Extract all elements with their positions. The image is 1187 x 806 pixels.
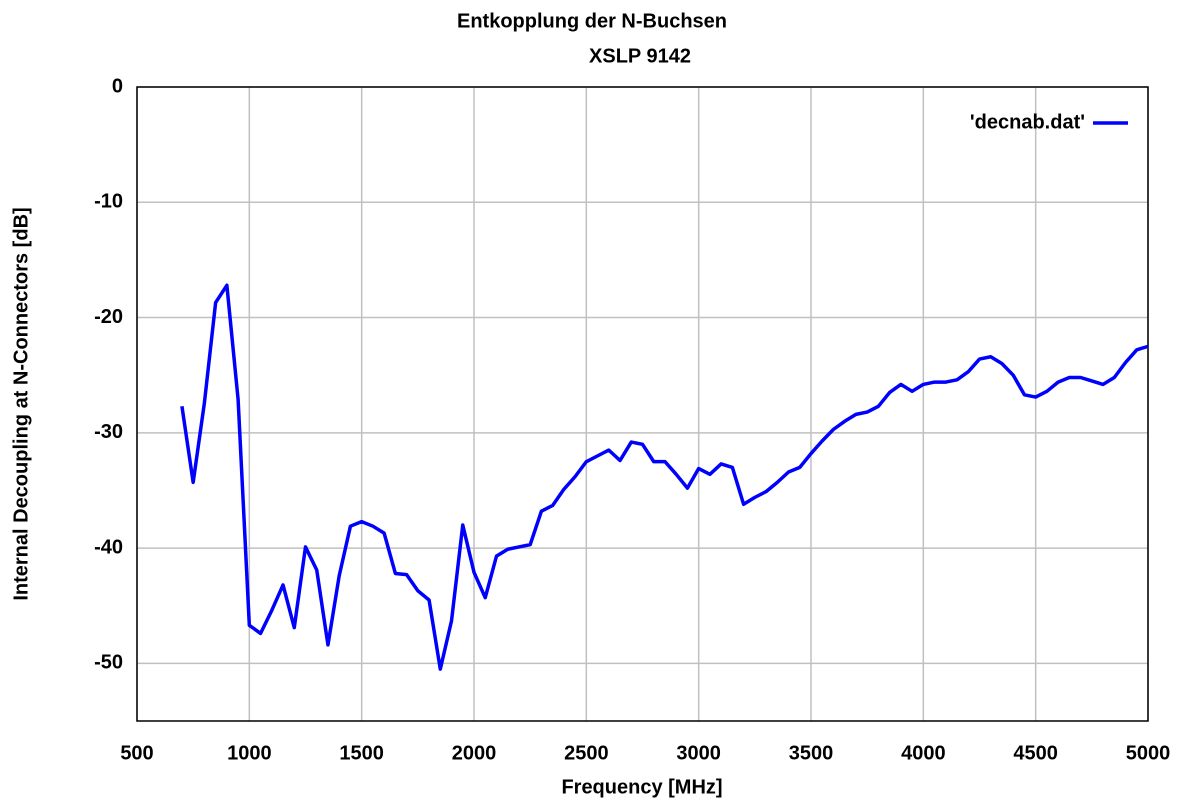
- x-tick-label: 2500: [564, 742, 609, 764]
- y-tick-label: -10: [94, 191, 123, 213]
- x-axis-label: Frequency [MHz]: [561, 776, 722, 798]
- y-tick-label: -50: [94, 652, 123, 674]
- x-tick-label: 4000: [901, 742, 946, 764]
- x-tick-label: 3000: [676, 742, 721, 764]
- chart-subtitle: XSLP 9142: [589, 45, 691, 67]
- y-tick-label: -40: [94, 536, 123, 558]
- x-tick-label: 4500: [1013, 742, 1058, 764]
- x-tick-label: 3500: [789, 742, 834, 764]
- x-tick-label: 5000: [1126, 742, 1171, 764]
- legend-label: 'decnab.dat': [970, 111, 1085, 133]
- x-tick-label: 1000: [227, 742, 272, 764]
- x-tick-label: 1500: [339, 742, 384, 764]
- chart-title: Entkopplung der N-Buchsen: [457, 10, 727, 32]
- x-tick-label: 2000: [452, 742, 497, 764]
- data-line: [180, 283, 1149, 671]
- y-axis-label: Internal Decoupling at N-Connectors [dB]: [10, 207, 32, 600]
- y-tick-label: -20: [94, 306, 123, 328]
- y-tick-label: 0: [112, 75, 123, 97]
- y-tick-label: -30: [94, 421, 123, 443]
- x-tick-label: 500: [120, 742, 153, 764]
- plot-frame: [136, 86, 1149, 722]
